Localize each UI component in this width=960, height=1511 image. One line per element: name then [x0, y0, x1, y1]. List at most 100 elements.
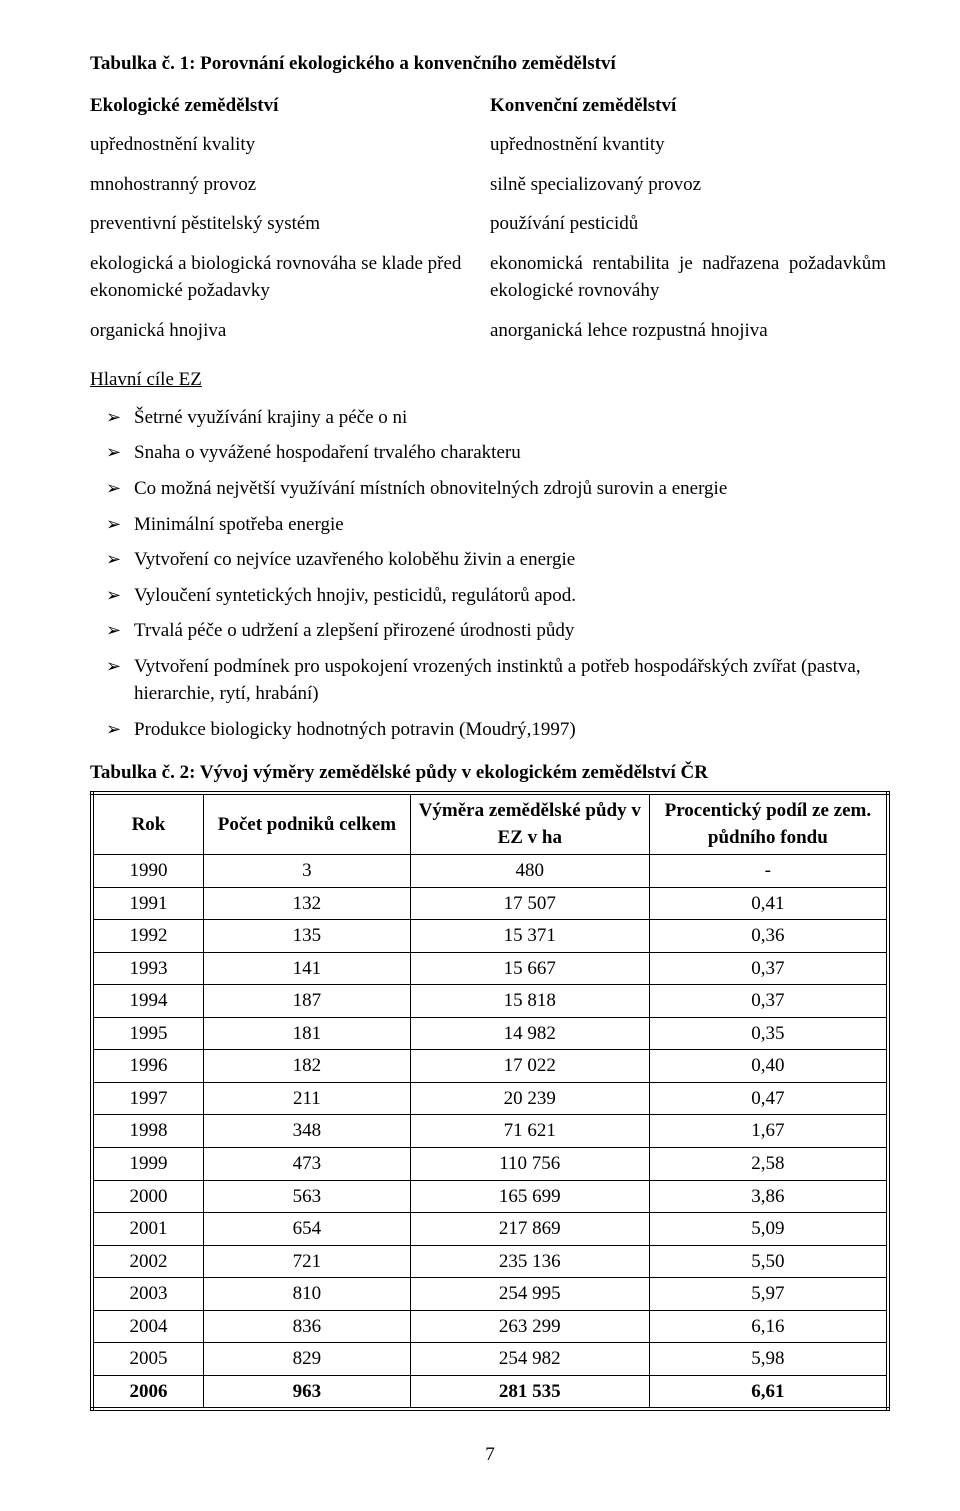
t1-cell-right: silně specializovaný provoz	[490, 165, 890, 205]
t2-cell: 0,37	[649, 985, 888, 1018]
t2-cell: 211	[203, 1082, 410, 1115]
comparison-table: Ekologické zemědělství Konvenční zeměděl…	[90, 86, 890, 351]
t2-cell: 810	[203, 1278, 410, 1311]
t2-cell: 281 535	[410, 1375, 649, 1409]
t2-cell: 182	[203, 1050, 410, 1083]
t2-cell: 5,98	[649, 1343, 888, 1376]
t2-cell: 0,36	[649, 920, 888, 953]
t1-cell-left: ekologická a biologická rovnováha se kla…	[90, 244, 490, 311]
t2-cell: 20 239	[410, 1082, 649, 1115]
t2-cell: 17 507	[410, 887, 649, 920]
t2-cell: 235 136	[410, 1245, 649, 1278]
t2-cell: 480	[410, 855, 649, 888]
t1-cell-left: upřednostnění kvality	[90, 125, 490, 165]
t2-cell: 2,58	[649, 1147, 888, 1180]
t1-cell-right: ekonomická rentabilita je nadřazena poža…	[490, 244, 890, 311]
t1-cell-left: organická hnojiva	[90, 311, 490, 351]
goal-item: Vytvoření podmínek pro uspokojení vrozen…	[134, 649, 890, 712]
t2-cell: 654	[203, 1213, 410, 1246]
t2-cell: 721	[203, 1245, 410, 1278]
t2-cell: 5,97	[649, 1278, 888, 1311]
t2-cell: 836	[203, 1310, 410, 1343]
t1-cell-right: upřednostnění kvantity	[490, 125, 890, 165]
t2-cell: 0,35	[649, 1017, 888, 1050]
t2-cell: 0,41	[649, 887, 888, 920]
t2-cell: 1996	[92, 1050, 203, 1083]
t2-cell: 5,50	[649, 1245, 888, 1278]
t2-cell: 6,61	[649, 1375, 888, 1409]
t2-col3: Procentický podíl ze zem. půdního fondu	[649, 793, 888, 855]
t2-cell: 1990	[92, 855, 203, 888]
t2-cell: 2005	[92, 1343, 203, 1376]
page-number: 7	[90, 1441, 890, 1469]
t2-cell: 963	[203, 1375, 410, 1409]
goal-item: Vytvoření co nejvíce uzavřeného koloběhu…	[134, 542, 890, 578]
t2-cell: 165 699	[410, 1180, 649, 1213]
t2-cell: 6,16	[649, 1310, 888, 1343]
t2-cell: 1992	[92, 920, 203, 953]
t2-cell: -	[649, 855, 888, 888]
t1-cell-right: používání pesticidů	[490, 204, 890, 244]
t1-cell-right: anorganická lehce rozpustná hnojiva	[490, 311, 890, 351]
t2-cell: 2003	[92, 1278, 203, 1311]
t2-cell: 3,86	[649, 1180, 888, 1213]
t2-cell: 1999	[92, 1147, 203, 1180]
t2-cell: 187	[203, 985, 410, 1018]
t2-cell: 1994	[92, 985, 203, 1018]
t2-cell: 132	[203, 887, 410, 920]
t2-cell: 2001	[92, 1213, 203, 1246]
goal-item: Co možná největší využívání místních obn…	[134, 471, 890, 507]
t2-cell: 473	[203, 1147, 410, 1180]
t2-cell: 1997	[92, 1082, 203, 1115]
t2-cell: 1993	[92, 952, 203, 985]
t2-cell: 254 982	[410, 1343, 649, 1376]
t2-cell: 563	[203, 1180, 410, 1213]
t2-cell: 263 299	[410, 1310, 649, 1343]
t2-cell: 15 818	[410, 985, 649, 1018]
table2-title: Tabulka č. 2: Vývoj výměry zemědělské pů…	[90, 759, 890, 787]
t2-cell: 110 756	[410, 1147, 649, 1180]
goal-item: Minimální spotřeba energie	[134, 507, 890, 543]
t2-cell: 2004	[92, 1310, 203, 1343]
t1-cell-left: preventivní pěstitelský systém	[90, 204, 490, 244]
t2-cell: 135	[203, 920, 410, 953]
t2-cell: 181	[203, 1017, 410, 1050]
t2-cell: 15 371	[410, 920, 649, 953]
t2-cell: 71 621	[410, 1115, 649, 1148]
t2-cell: 217 869	[410, 1213, 649, 1246]
t1-header-left: Ekologické zemědělství	[90, 86, 490, 126]
goal-item: Šetrné využívání krajiny a péče o ni	[134, 400, 890, 436]
t2-col0: Rok	[92, 793, 203, 855]
t2-cell: 17 022	[410, 1050, 649, 1083]
t2-col2: Výměra zemědělské půdy v EZ v ha	[410, 793, 649, 855]
goal-item: Produkce biologicky hodnotných potravin …	[134, 712, 890, 748]
t2-cell: 2000	[92, 1180, 203, 1213]
t2-col1: Počet podniků celkem	[203, 793, 410, 855]
t2-cell: 141	[203, 952, 410, 985]
t2-cell: 3	[203, 855, 410, 888]
t2-cell: 1995	[92, 1017, 203, 1050]
t1-cell-left: mnohostranný provoz	[90, 165, 490, 205]
t2-cell: 5,09	[649, 1213, 888, 1246]
t2-cell: 0,37	[649, 952, 888, 985]
t2-cell: 1991	[92, 887, 203, 920]
t2-cell: 348	[203, 1115, 410, 1148]
t2-cell: 0,40	[649, 1050, 888, 1083]
table1-title: Tabulka č. 1: Porovnání ekologického a k…	[90, 50, 890, 78]
goal-item: Trvalá péče o udržení a zlepšení přiroze…	[134, 613, 890, 649]
t1-header-right: Konvenční zemědělství	[490, 86, 890, 126]
t2-cell: 2002	[92, 1245, 203, 1278]
goal-item: Snaha o vyvážené hospodaření trvalého ch…	[134, 435, 890, 471]
t2-cell: 14 982	[410, 1017, 649, 1050]
t2-cell: 15 667	[410, 952, 649, 985]
t2-cell: 1998	[92, 1115, 203, 1148]
t2-cell: 1,67	[649, 1115, 888, 1148]
t2-cell: 829	[203, 1343, 410, 1376]
t2-cell: 0,47	[649, 1082, 888, 1115]
development-table: Rok Počet podniků celkem Výměra zeměděls…	[90, 791, 890, 1411]
goals-heading: Hlavní cíle EZ	[90, 366, 890, 394]
t2-cell: 2006	[92, 1375, 203, 1409]
goals-list: Šetrné využívání krajiny a péče o niSnah…	[90, 400, 890, 747]
t2-cell: 254 995	[410, 1278, 649, 1311]
goal-item: Vyloučení syntetických hnojiv, pesticidů…	[134, 578, 890, 614]
